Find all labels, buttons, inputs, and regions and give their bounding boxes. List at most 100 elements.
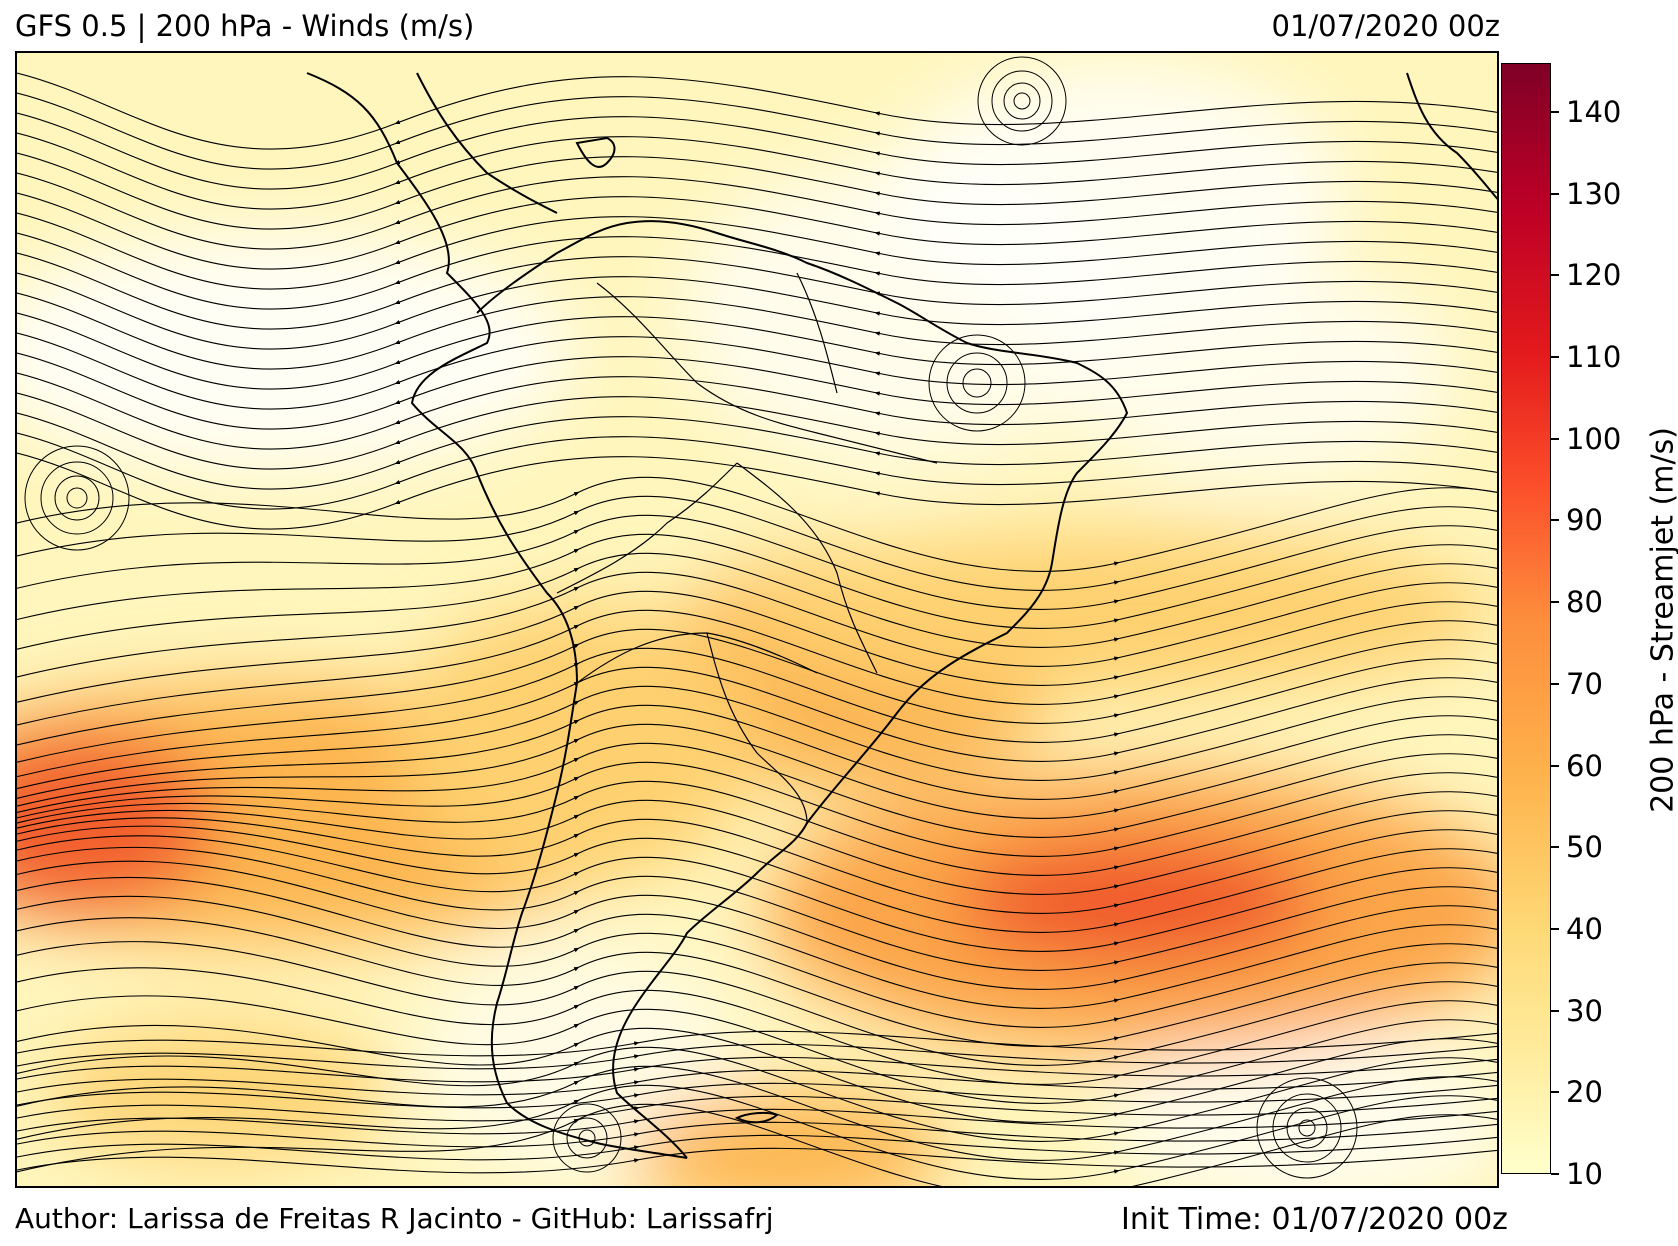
colorbar-tick-label: 60 (1566, 748, 1603, 783)
colorbar-tick-mark (1551, 846, 1559, 849)
colorbar-label: 200 hPa - Streamjet (m/s) (1645, 427, 1678, 813)
streamline (17, 895, 1497, 1029)
streamline (17, 835, 1497, 953)
colorbar-tick-label: 70 (1566, 666, 1603, 701)
cyclones (24, 56, 1358, 1179)
streamline (17, 704, 1497, 801)
streamline (17, 1046, 1497, 1143)
colorbar-tick-label: 40 (1566, 911, 1603, 946)
streamline (17, 1147, 1497, 1174)
colorbar-tick-mark (1551, 764, 1559, 767)
colorbar-tick-mark (1551, 111, 1559, 113)
streamline (17, 1030, 1497, 1057)
streamline (17, 1103, 1497, 1186)
colorbar-tick-label: 90 (1566, 503, 1603, 538)
streamline (17, 742, 1497, 839)
streamline (17, 533, 1497, 630)
streamline (17, 941, 1497, 1067)
streamline (17, 272, 1497, 350)
streamline (17, 1043, 1497, 1070)
colorbar-tick-mark (1551, 682, 1559, 685)
streamline (17, 1095, 1497, 1122)
streamline (17, 685, 1497, 790)
streamline (17, 252, 1497, 330)
colorbar-tick-label: 100 (1566, 421, 1622, 456)
map-panel (15, 51, 1499, 1188)
borders (556, 272, 938, 824)
streamline (17, 780, 1497, 877)
streamline (17, 332, 1497, 410)
streamline (17, 917, 1497, 1048)
streamline (17, 432, 1497, 510)
colorbar-tick-mark (1551, 192, 1559, 195)
streamline (17, 1108, 1497, 1135)
streamline (17, 452, 1497, 530)
colorbar-tick-label: 30 (1566, 993, 1603, 1028)
streamline (17, 552, 1497, 650)
colorbar-tick-mark (1551, 437, 1559, 440)
streamline (17, 817, 1497, 915)
colorbar-tick-mark (1551, 1173, 1559, 1175)
streamline (17, 571, 1497, 678)
colorbar-tick-mark (1551, 356, 1559, 359)
colorbar-tick-label: 140 (1566, 95, 1622, 129)
colorbar-tick-mark (1551, 274, 1559, 277)
streamline (17, 212, 1497, 290)
streamline (17, 995, 1497, 1105)
streamlines (17, 72, 1497, 1186)
streamline (17, 192, 1497, 270)
streamline (17, 172, 1497, 250)
streamline (17, 514, 1497, 611)
streamline (17, 352, 1497, 430)
streamline (17, 590, 1497, 703)
streamline (17, 666, 1497, 778)
streamline (17, 392, 1497, 470)
colorbar (1501, 63, 1551, 1174)
colorbar-tick-label: 80 (1566, 585, 1603, 620)
colorbar-tick-label: 20 (1566, 1075, 1603, 1110)
streamline (17, 799, 1497, 896)
wind-speed-shading (17, 53, 1497, 1186)
colorbar-tick-label: 10 (1566, 1157, 1603, 1191)
colorbar-tick-mark (1551, 601, 1559, 604)
map-title: GFS 0.5 | 200 hPa - Winds (m/s) (15, 9, 475, 43)
colorbar-tick-label: 110 (1566, 340, 1622, 375)
author-credit: Author: Larissa de Freitas R Jacinto - G… (15, 1202, 774, 1235)
streamline (17, 132, 1497, 210)
streamline (17, 1065, 1497, 1162)
streamline (17, 1056, 1497, 1083)
streamline (17, 846, 1497, 972)
init-time: Init Time: 01/07/2020 00z (1121, 1202, 1508, 1237)
streamline (17, 628, 1497, 746)
streamline (17, 647, 1497, 763)
streamline (17, 1069, 1497, 1096)
streamline (17, 495, 1497, 592)
streamline (17, 92, 1497, 170)
streamline (17, 723, 1497, 820)
wind-map (17, 53, 1497, 1186)
streamline (17, 609, 1497, 726)
streamline (17, 232, 1497, 310)
streamline (17, 1134, 1497, 1161)
streamline (17, 967, 1497, 1086)
streamline (17, 112, 1497, 190)
streamline (17, 292, 1497, 370)
streamline (17, 1082, 1497, 1109)
colorbar-tick-mark (1551, 1091, 1559, 1094)
streamline (17, 876, 1497, 1010)
colorbar-tick-mark (1551, 1009, 1559, 1012)
streamline (17, 761, 1497, 858)
coastlines (306, 72, 1497, 1159)
colorbar-tick-mark (1551, 519, 1559, 522)
streamline (17, 72, 1497, 150)
colorbar-tick-label: 130 (1566, 176, 1622, 211)
streamline (17, 476, 1497, 573)
streamline (17, 372, 1497, 450)
streamline (17, 412, 1497, 490)
colorbar-tick-mark (1551, 927, 1559, 930)
valid-time: 01/07/2020 00z (1271, 9, 1501, 43)
colorbar-tick-label: 120 (1566, 258, 1622, 293)
colorbar-tick-label: 50 (1566, 830, 1603, 865)
streamline (17, 312, 1497, 390)
streamline (17, 860, 1497, 991)
